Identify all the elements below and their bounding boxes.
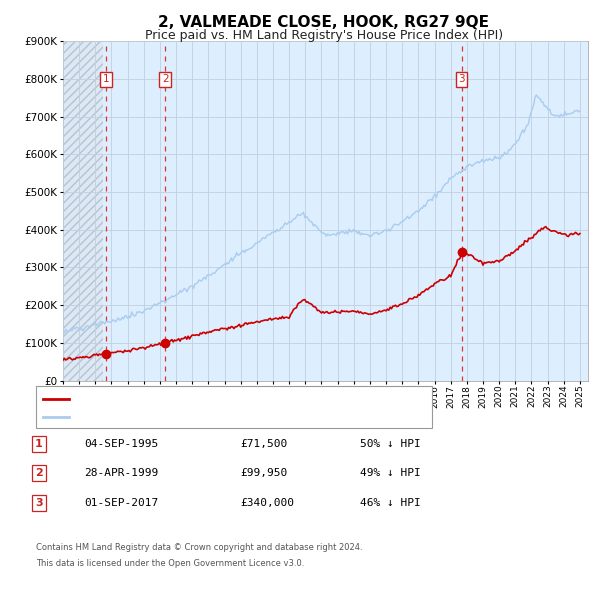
Text: 49% ↓ HPI: 49% ↓ HPI	[360, 468, 421, 478]
Text: HPI: Average price, detached house, Hart: HPI: Average price, detached house, Hart	[73, 412, 289, 422]
Text: 46% ↓ HPI: 46% ↓ HPI	[360, 498, 421, 507]
Text: This data is licensed under the Open Government Licence v3.0.: This data is licensed under the Open Gov…	[36, 559, 304, 568]
Text: £99,950: £99,950	[240, 468, 287, 478]
Text: £340,000: £340,000	[240, 498, 294, 507]
Text: Price paid vs. HM Land Registry's House Price Index (HPI): Price paid vs. HM Land Registry's House …	[145, 30, 503, 42]
Text: 1: 1	[35, 439, 43, 448]
Bar	[63, 41, 103, 381]
Text: 2, VALMEADE CLOSE, HOOK, RG27 9QE: 2, VALMEADE CLOSE, HOOK, RG27 9QE	[158, 15, 490, 30]
Text: 28-APR-1999: 28-APR-1999	[84, 468, 158, 478]
Text: 3: 3	[35, 498, 43, 507]
Text: 50% ↓ HPI: 50% ↓ HPI	[360, 439, 421, 448]
Text: 01-SEP-2017: 01-SEP-2017	[84, 498, 158, 507]
Text: £71,500: £71,500	[240, 439, 287, 448]
Text: 2, VALMEADE CLOSE, HOOK, RG27 9QE (detached house): 2, VALMEADE CLOSE, HOOK, RG27 9QE (detac…	[73, 395, 373, 404]
Text: 2: 2	[162, 74, 169, 84]
Text: 2: 2	[35, 468, 43, 478]
Text: 1: 1	[103, 74, 109, 84]
Text: Contains HM Land Registry data © Crown copyright and database right 2024.: Contains HM Land Registry data © Crown c…	[36, 543, 362, 552]
Text: 04-SEP-1995: 04-SEP-1995	[84, 439, 158, 448]
Text: 3: 3	[458, 74, 465, 84]
